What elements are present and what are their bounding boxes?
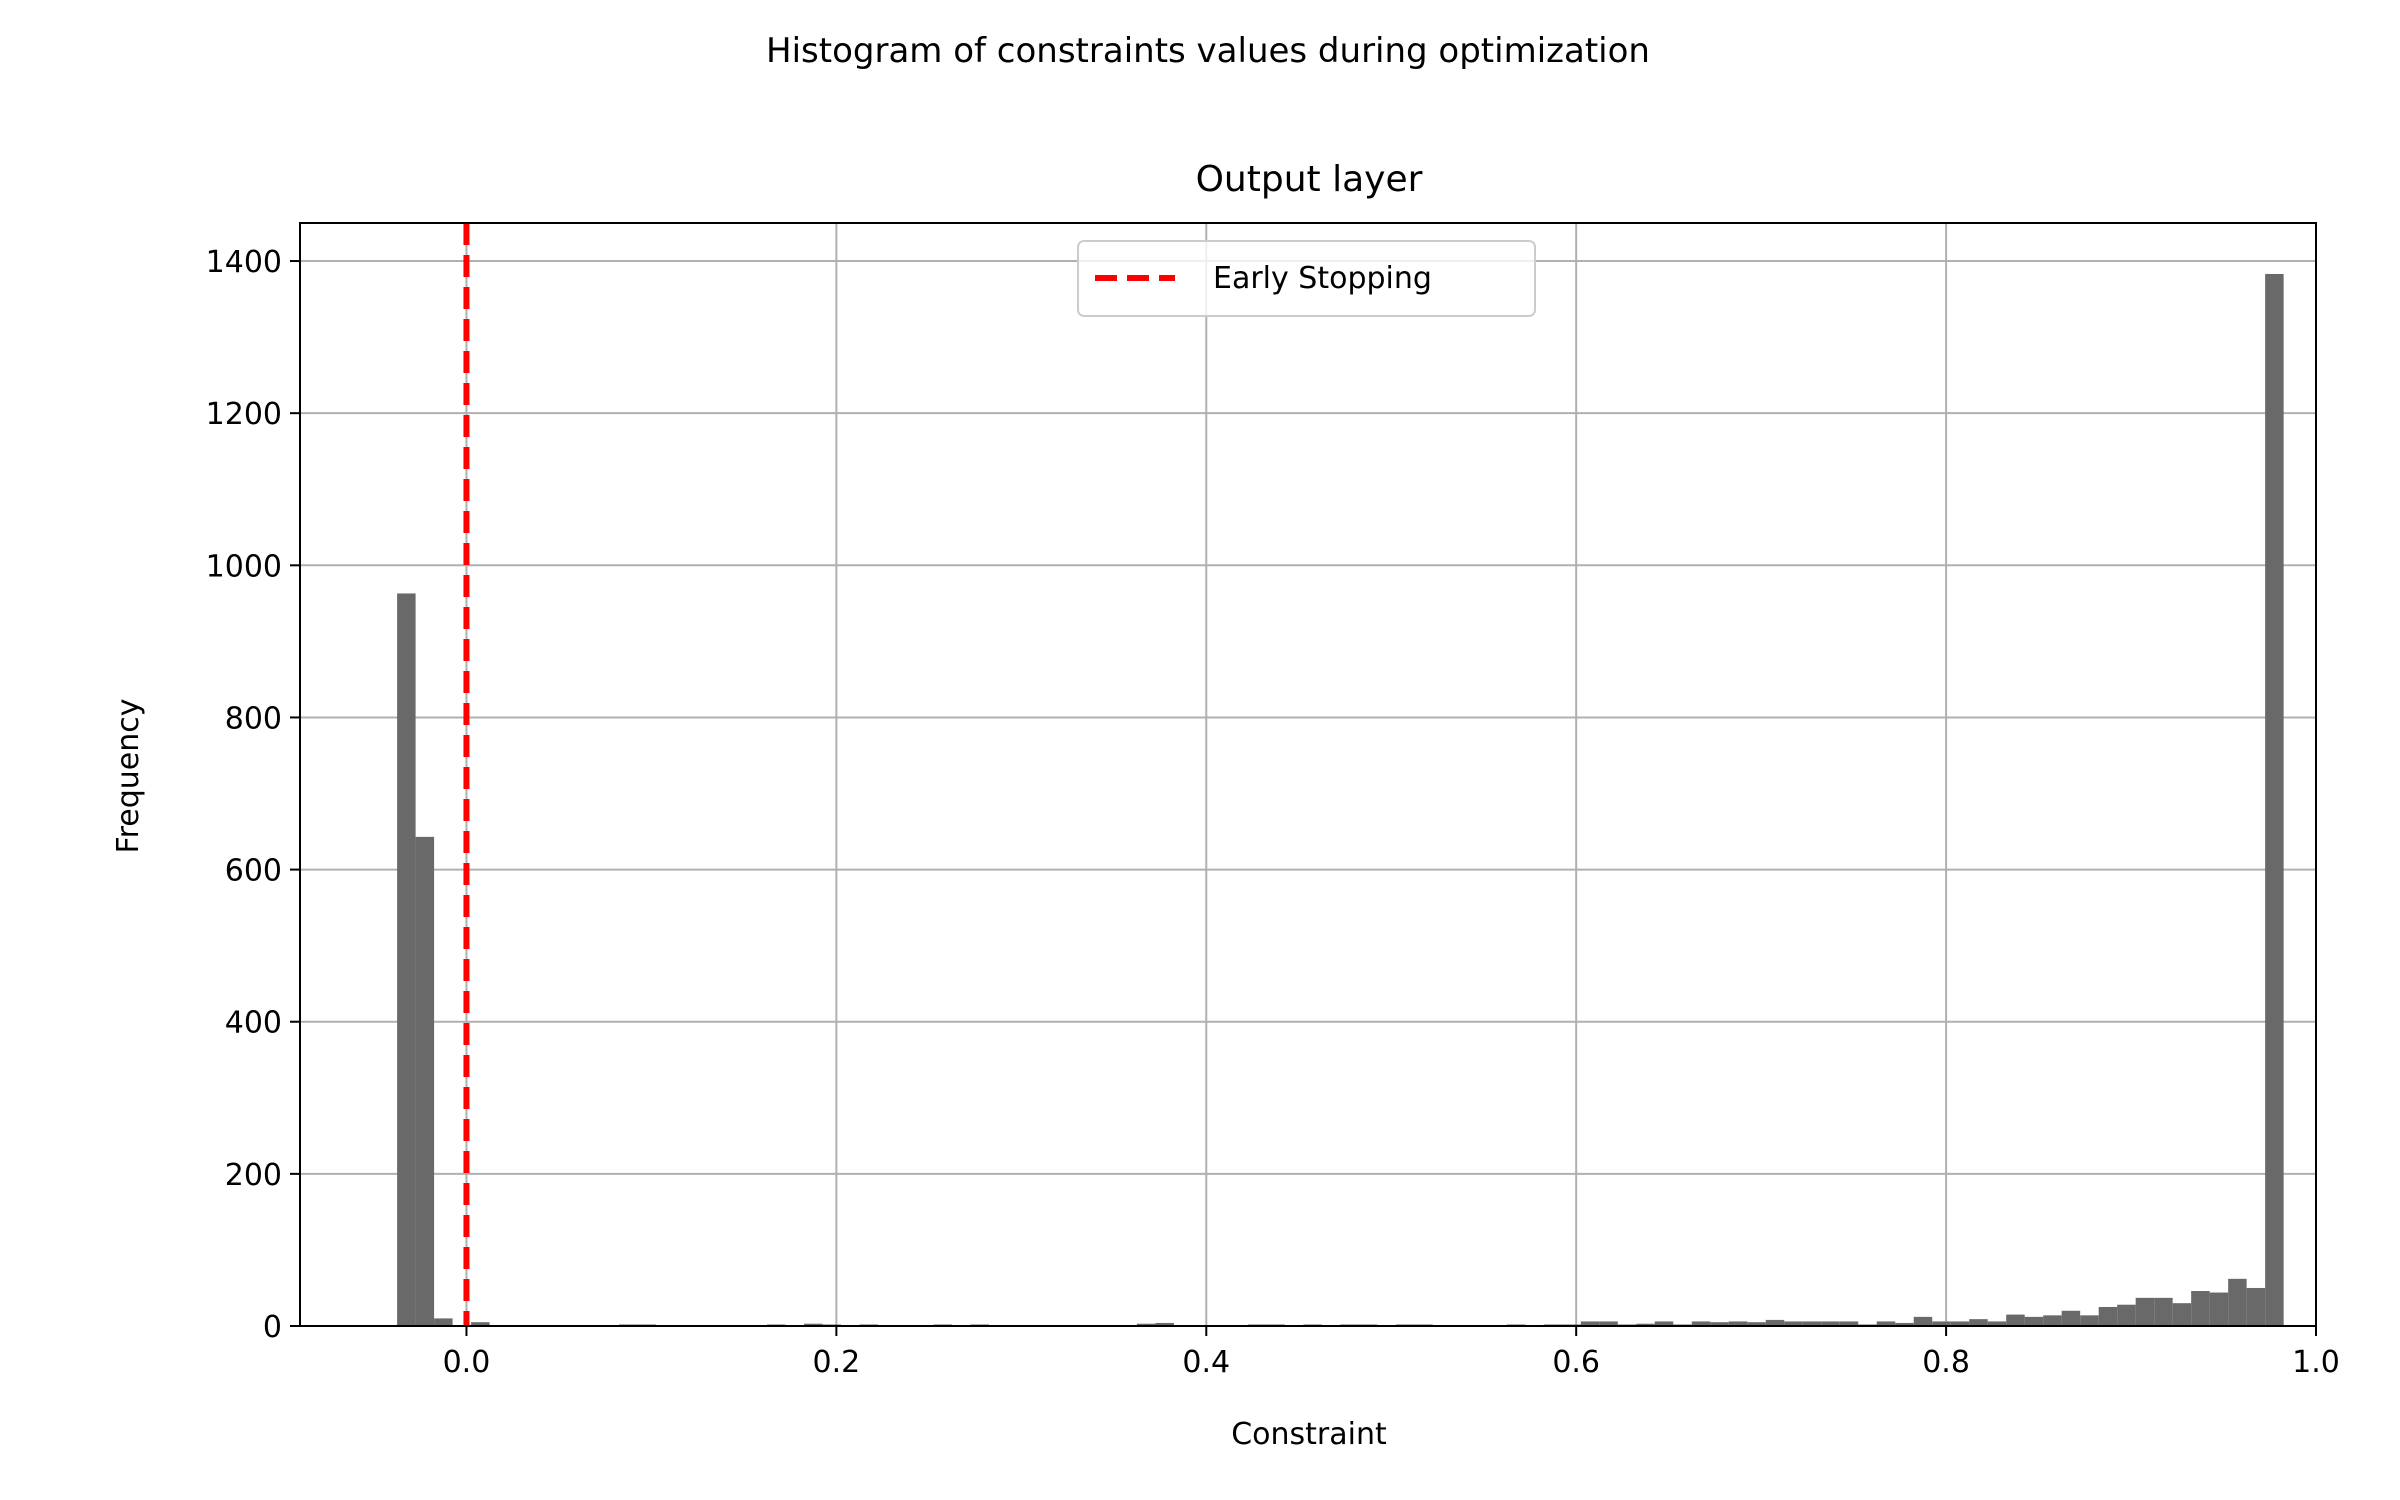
histogram-bar — [1747, 1322, 1766, 1326]
histogram-bar — [2172, 1303, 2192, 1326]
histogram-bar — [2135, 1297, 2155, 1326]
x-tick-label: 0.0 — [443, 1345, 491, 1380]
x-tick-label: 0.4 — [1182, 1345, 1230, 1380]
histogram-bar — [1765, 1319, 1785, 1326]
y-tick-label: 800 — [225, 701, 282, 736]
histogram-bar — [2043, 1315, 2062, 1326]
grid-lines — [300, 223, 2316, 1326]
histogram-bar — [2209, 1292, 2229, 1326]
histogram-bar — [1636, 1323, 1655, 1326]
y-tick-label: 1400 — [206, 245, 282, 280]
histogram-bar — [397, 593, 416, 1326]
histogram-bar — [2228, 1278, 2247, 1326]
histogram-bar — [1839, 1321, 1859, 1326]
histogram-bar — [1987, 1321, 2007, 1326]
histogram-bar — [1895, 1322, 1914, 1326]
legend: Early Stopping — [1077, 240, 1536, 317]
histogram-bar — [2024, 1316, 2044, 1326]
histogram-bar — [2117, 1304, 2136, 1326]
histogram-bar — [2246, 1287, 2266, 1326]
y-tick-label: 1200 — [206, 397, 282, 432]
histogram-bar — [1654, 1321, 1674, 1326]
y-tick-label: 400 — [225, 1006, 282, 1041]
histogram-bar — [2191, 1291, 2210, 1326]
x-axis-ticks: 0.0 0.2 0.4 0.6 0.8 1.0 — [443, 1326, 2340, 1380]
histogram-bars — [397, 273, 2284, 1327]
histogram-bar — [1950, 1321, 1970, 1326]
histogram-bar — [2098, 1306, 2118, 1326]
chart-title: Output layer — [1196, 159, 1423, 200]
histogram-bar — [1710, 1322, 1729, 1326]
y-axis-label: Frequency — [111, 699, 146, 854]
histogram-bar — [2061, 1310, 2081, 1326]
histogram-bar — [1728, 1321, 1748, 1326]
chart-suptitle: Histogram of constraints values during o… — [766, 31, 1650, 71]
legend-label-early-stopping: Early Stopping — [1213, 261, 1432, 296]
histogram-bar — [1913, 1316, 1933, 1326]
plot-frame — [299, 222, 2317, 1327]
histogram-bar — [1599, 1321, 1618, 1326]
histogram-bar — [1784, 1321, 1803, 1326]
x-tick-label: 0.8 — [1922, 1345, 1970, 1380]
histogram-bar — [1932, 1321, 1951, 1326]
y-tick-label: 600 — [225, 854, 282, 889]
histogram-bar — [2080, 1315, 2099, 1326]
histogram-bar — [471, 1322, 490, 1326]
histogram-bar — [1136, 1323, 1156, 1326]
y-axis-ticks: 0 200 400 600 800 1000 1200 1400 — [206, 245, 300, 1345]
x-tick-label: 0.2 — [813, 1345, 861, 1380]
histogram-bar — [434, 1318, 453, 1326]
histogram-bar — [1821, 1321, 1840, 1326]
x-axis-label: Constraint — [1231, 1417, 1387, 1452]
histogram-bar — [1691, 1321, 1711, 1326]
histogram-bar — [2265, 273, 2284, 1327]
y-tick-label: 200 — [225, 1158, 282, 1193]
histogram-bar — [804, 1323, 823, 1326]
histogram-bar — [415, 836, 435, 1326]
y-tick-label: 1000 — [206, 549, 282, 584]
histogram-bar — [1802, 1321, 1822, 1326]
histogram-bar — [1969, 1319, 1988, 1326]
legend-box — [1077, 240, 1536, 317]
histogram-bar — [2006, 1314, 2025, 1326]
histogram-bar — [1876, 1321, 1896, 1326]
histogram-bar — [1155, 1322, 1174, 1326]
histogram-bar — [1580, 1321, 1600, 1326]
histogram-bar — [2154, 1297, 2173, 1326]
y-tick-label: 0 — [263, 1310, 282, 1345]
x-tick-label: 0.6 — [1552, 1345, 1600, 1380]
x-tick-label: 1.0 — [2292, 1345, 2340, 1380]
